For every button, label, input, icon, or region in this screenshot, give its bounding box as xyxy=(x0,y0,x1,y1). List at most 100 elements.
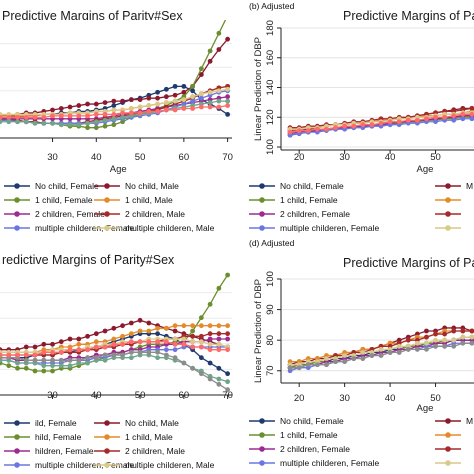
data-point xyxy=(190,339,196,345)
data-point xyxy=(58,363,64,369)
data-point xyxy=(190,88,196,94)
data-point xyxy=(6,119,12,125)
data-point xyxy=(23,365,29,371)
data-point xyxy=(163,86,169,92)
data-point xyxy=(207,341,213,347)
legend-swatch-marker xyxy=(104,448,110,454)
data-point xyxy=(190,98,196,104)
data-point xyxy=(15,360,20,366)
x-tick-label: 50 xyxy=(430,152,441,163)
data-point xyxy=(190,94,196,100)
data-point xyxy=(305,362,311,368)
chart-title: redictive Margins of Parity#Sex xyxy=(2,253,175,267)
x-tick-label: 30 xyxy=(339,393,350,404)
legend-item: No child, Female xyxy=(249,181,344,191)
legend-swatch-marker xyxy=(14,448,20,454)
data-point xyxy=(128,331,134,337)
series-line xyxy=(289,113,474,133)
data-point xyxy=(225,323,231,329)
data-point xyxy=(41,120,47,126)
data-point xyxy=(451,113,457,119)
data-point xyxy=(102,328,108,334)
data-point xyxy=(460,340,466,346)
legend-label: 2 children, Female xyxy=(280,209,350,219)
data-point xyxy=(287,365,293,371)
data-point xyxy=(351,123,357,129)
legend-swatch-marker xyxy=(445,183,451,189)
y-tick-label: 70 xyxy=(265,365,276,376)
data-point xyxy=(67,336,73,342)
data-point xyxy=(225,36,231,42)
y-axis-label: Linear Prediction of DBP xyxy=(253,279,264,383)
legend-swatch-marker xyxy=(445,460,451,466)
data-point xyxy=(225,94,231,100)
legend-label: No child, Male xyxy=(125,418,179,428)
legend-item: 1 child, Female xyxy=(249,195,338,205)
series-group xyxy=(287,105,474,138)
data-point xyxy=(216,376,222,382)
legend-item: 2 children, Female xyxy=(249,209,350,219)
data-point xyxy=(155,109,160,114)
data-point xyxy=(424,340,429,346)
data-point xyxy=(469,340,474,346)
y-tick-label: 90 xyxy=(265,304,276,315)
data-point xyxy=(342,359,348,364)
x-tick-label: 70 xyxy=(222,390,233,401)
data-point xyxy=(137,349,143,355)
data-point xyxy=(111,122,117,128)
data-point xyxy=(396,343,402,349)
data-point xyxy=(287,129,293,135)
data-point xyxy=(181,323,187,329)
legend-swatch-marker xyxy=(14,462,20,468)
data-point xyxy=(207,323,213,329)
data-point xyxy=(207,58,213,64)
x-tick-label: 30 xyxy=(47,390,58,401)
data-point xyxy=(460,116,466,122)
data-point xyxy=(181,336,187,342)
data-point xyxy=(172,347,178,353)
data-point xyxy=(93,101,99,107)
data-point xyxy=(128,320,134,326)
data-point xyxy=(405,117,411,123)
legend-swatch-marker xyxy=(259,197,265,203)
data-point xyxy=(207,376,213,382)
data-point xyxy=(85,120,90,126)
legend-item xyxy=(435,211,461,217)
data-point xyxy=(41,368,47,374)
legend-swatch-marker xyxy=(445,418,451,424)
data-point xyxy=(198,315,204,321)
data-point xyxy=(172,355,178,361)
data-point xyxy=(137,110,143,116)
panel-tag: (d) Adjusted xyxy=(249,238,295,248)
data-point xyxy=(207,100,213,105)
data-point xyxy=(324,126,329,132)
legend-label: multiple childeren, Male xyxy=(125,223,215,233)
legend-label: hild, Female xyxy=(35,432,82,442)
data-point xyxy=(451,337,457,343)
plot-area xyxy=(0,267,232,395)
data-point xyxy=(216,331,222,337)
data-point xyxy=(324,356,329,361)
data-point xyxy=(50,363,55,369)
data-point xyxy=(137,339,143,345)
legend-item: No child, Female xyxy=(4,181,99,191)
data-point xyxy=(190,333,196,339)
data-point xyxy=(41,357,47,363)
data-point xyxy=(198,72,204,77)
data-point xyxy=(216,47,222,52)
data-point xyxy=(67,113,73,119)
x-tick-label: 50 xyxy=(430,393,441,404)
chart-title: Predictive Margins of Parity#S xyxy=(343,256,474,270)
data-point xyxy=(85,125,90,131)
data-point xyxy=(146,320,152,326)
data-point xyxy=(67,357,73,363)
data-point xyxy=(296,365,302,371)
data-point xyxy=(163,352,169,358)
data-point xyxy=(32,368,38,374)
data-point xyxy=(360,350,366,355)
data-point xyxy=(369,353,375,358)
data-point xyxy=(460,334,466,340)
data-point xyxy=(469,334,474,340)
data-point xyxy=(15,365,20,371)
data-point xyxy=(225,331,231,337)
